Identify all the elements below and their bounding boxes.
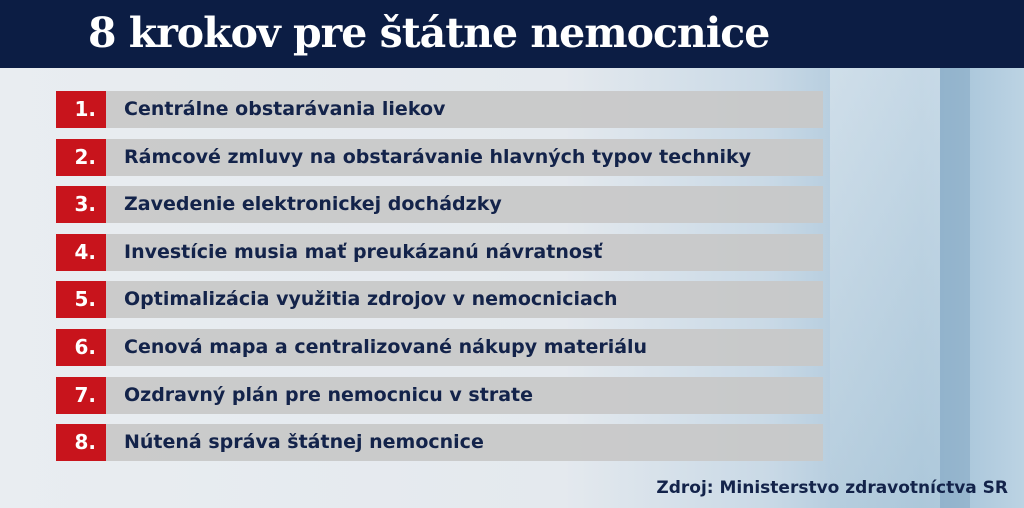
step-item: 1. Centrálne obstarávania liekov [56, 91, 823, 128]
step-text: Ozdravný plán pre nemocnicu v strate [106, 376, 823, 414]
step-number: 2. [56, 138, 106, 176]
step-item: 6. Cenová mapa a centralizované nákupy ma… [56, 329, 823, 366]
step-item: 7. Ozdravný plán pre nemocnicu v strate [56, 376, 823, 414]
step-number: 3. [56, 186, 106, 224]
step-item: 4. Investície musia mať preukázanú návrat… [56, 233, 823, 271]
background-window [940, 68, 970, 508]
step-number: 5. [56, 281, 106, 319]
page-title: 8 krokov pre štátne nemocnice [88, 9, 770, 57]
step-text: Cenová mapa a centralizované nákupy mate… [106, 329, 823, 366]
step-item: 2. Rámcové zmluvy na obstarávanie hlavnýc… [56, 138, 823, 176]
step-text: Nútená správa štátnej nemocnice [106, 424, 823, 462]
step-text: Centrálne obstarávania liekov [106, 91, 823, 128]
step-text: Zavedenie elektronickej dochádzky [106, 186, 823, 224]
step-item: 5. Optimalizácia využitia zdrojov v nemoc… [56, 281, 823, 319]
header-bar: 8 krokov pre štátne nemocnice [0, 0, 1024, 68]
step-item: 8. Nútená správa štátnej nemocnice [56, 424, 823, 462]
step-text: Rámcové zmluvy na obstarávanie hlavných … [106, 138, 823, 176]
step-text: Optimalizácia využitia zdrojov v nemocni… [106, 281, 823, 319]
source-note: Zdroj: Ministerstvo zdravotníctva SR [656, 478, 1008, 498]
step-number: 7. [56, 376, 106, 414]
step-item: 3. Zavedenie elektronickej dochádzky [56, 186, 823, 224]
step-text: Investície musia mať preukázanú návratno… [106, 233, 823, 271]
step-number: 1. [56, 91, 106, 128]
step-number: 6. [56, 329, 106, 366]
step-number: 8. [56, 424, 106, 462]
step-number: 4. [56, 233, 106, 271]
background-hospital-corridor [830, 68, 940, 508]
